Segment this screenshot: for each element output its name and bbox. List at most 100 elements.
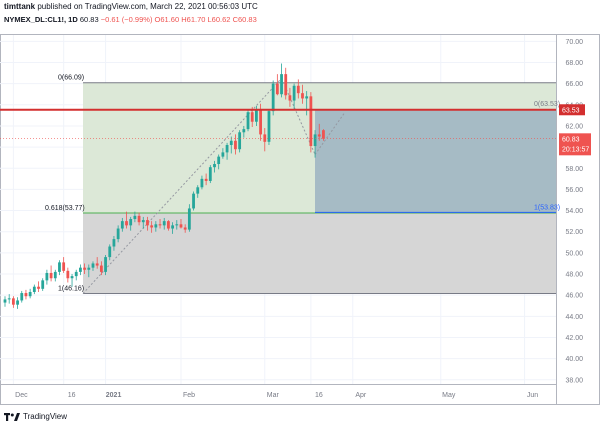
candle-body — [45, 272, 49, 281]
price-tick-label: 50.00 — [565, 250, 583, 257]
candle-body — [41, 280, 45, 289]
brand-name[interactable]: TradingView — [23, 411, 68, 421]
fib-label-top: 0(66.09) — [58, 75, 84, 82]
price-tick-label: 48.00 — [565, 272, 583, 279]
high-value: H61.70 — [181, 15, 206, 24]
candle-body — [116, 228, 120, 240]
fib-zone-lower — [83, 212, 556, 294]
candle-body — [150, 225, 154, 228]
candle-body — [66, 270, 70, 279]
candle-body — [83, 267, 87, 270]
candle-body — [280, 74, 283, 95]
candle-body — [296, 85, 300, 94]
resistance-price-tag — [559, 104, 585, 116]
candle-body — [246, 112, 250, 130]
candle-body — [175, 224, 179, 226]
candle-body — [200, 178, 204, 188]
candle-body — [49, 272, 53, 279]
time-axis[interactable]: Dec 16 2021 Feb Mar 16 Apr May Jun — [15, 392, 538, 399]
price-tick-label: 58.00 — [565, 166, 583, 173]
candle-body — [187, 208, 191, 230]
candle-body — [271, 83, 275, 112]
resistance-price-text: 63.53 — [562, 107, 580, 114]
candle-body — [146, 220, 149, 226]
candle-body — [204, 178, 208, 181]
last-price-text: 60.83 — [562, 136, 580, 143]
candle-body — [112, 239, 116, 247]
candle-body — [32, 286, 36, 292]
candle-body — [192, 193, 195, 209]
candle-body — [284, 74, 288, 96]
candle-body — [7, 298, 11, 300]
candle-body — [288, 95, 292, 101]
close-value: C60.83 — [232, 15, 257, 24]
symbol-label[interactable]: NYMEX_DL:CL1!, 1D — [4, 15, 78, 24]
price-axis[interactable]: 38.00 40.00 42.00 44.00 46.00 48.00 50.00 52.00… — [565, 39, 583, 384]
open-value: O61.60 — [154, 15, 180, 24]
candle-body — [125, 221, 128, 226]
candle-body — [292, 85, 296, 101]
price-tick-label: 52.00 — [565, 229, 583, 236]
candlestick-series — [3, 63, 325, 309]
time-tick-label: 16 — [315, 392, 323, 399]
candle-body — [20, 293, 24, 301]
candle-body — [275, 83, 279, 95]
candle-body — [305, 96, 309, 99]
candle-body — [24, 293, 28, 297]
candle-body — [158, 224, 162, 226]
fib-projection-zone — [315, 109, 556, 213]
change-value: −0.61 (−0.99%) — [100, 15, 153, 24]
candle-body — [234, 140, 237, 150]
candle-body — [74, 271, 78, 277]
candle-body — [221, 152, 225, 157]
price-tick-label: 54.00 — [565, 208, 583, 215]
last-value: 60.83 — [79, 15, 99, 24]
price-tick-label: 68.00 — [565, 60, 583, 67]
candle-body — [238, 132, 242, 150]
price-tick-label: 44.00 — [565, 314, 583, 321]
published-text: published on TradingView.com, March 22, … — [37, 2, 258, 11]
time-tick-label: Feb — [183, 392, 195, 399]
author-name[interactable]: timttank — [4, 2, 36, 11]
candle-body — [267, 111, 271, 142]
candle-body — [16, 300, 19, 305]
candle-body — [28, 291, 32, 297]
candle-body — [255, 109, 258, 122]
price-tick-label: 66.00 — [565, 81, 583, 88]
candle-body — [301, 93, 304, 99]
time-tick-label: Dec — [15, 392, 28, 399]
candle-body — [120, 221, 124, 229]
candle-body — [104, 257, 107, 272]
candle-body — [129, 219, 133, 226]
time-tick-label: Apr — [355, 392, 367, 399]
time-tick-label: 2021 — [106, 392, 122, 399]
fib-projection-label-bot: 1(53.83) — [534, 204, 560, 211]
candle-body — [62, 262, 66, 271]
trend-line-projection — [314, 111, 346, 155]
candle-body — [154, 224, 158, 228]
candle-body — [95, 263, 99, 266]
candle-body — [141, 220, 145, 223]
ohlc-line: NYMEX_DL:CL1!, 1D 60.83 −0.61 (−0.99%) O… — [4, 15, 564, 25]
candle-body — [91, 263, 95, 268]
trend-line-up — [82, 78, 282, 294]
price-tick-label: 62.00 — [565, 123, 583, 130]
low-value: L60.62 — [207, 15, 231, 24]
candle-body — [11, 298, 15, 305]
candle-body — [309, 96, 313, 147]
footer-brand: TradingView — [4, 411, 67, 421]
candle-body — [58, 262, 61, 272]
price-tick-label: 40.00 — [565, 356, 583, 363]
candle-body — [259, 109, 262, 135]
price-tick-label: 70.00 — [565, 39, 583, 46]
candle-body — [133, 215, 137, 220]
publisher-line: timttank published on TradingView.com, M… — [4, 2, 564, 12]
candle-body — [208, 167, 212, 181]
candle-body — [137, 215, 141, 223]
candle-body — [242, 129, 246, 133]
price-tick-label: 38.00 — [565, 377, 583, 384]
time-tick-label: May — [442, 392, 456, 399]
tradingview-logo-icon — [4, 413, 20, 421]
time-tick-label: Jun — [527, 392, 538, 399]
